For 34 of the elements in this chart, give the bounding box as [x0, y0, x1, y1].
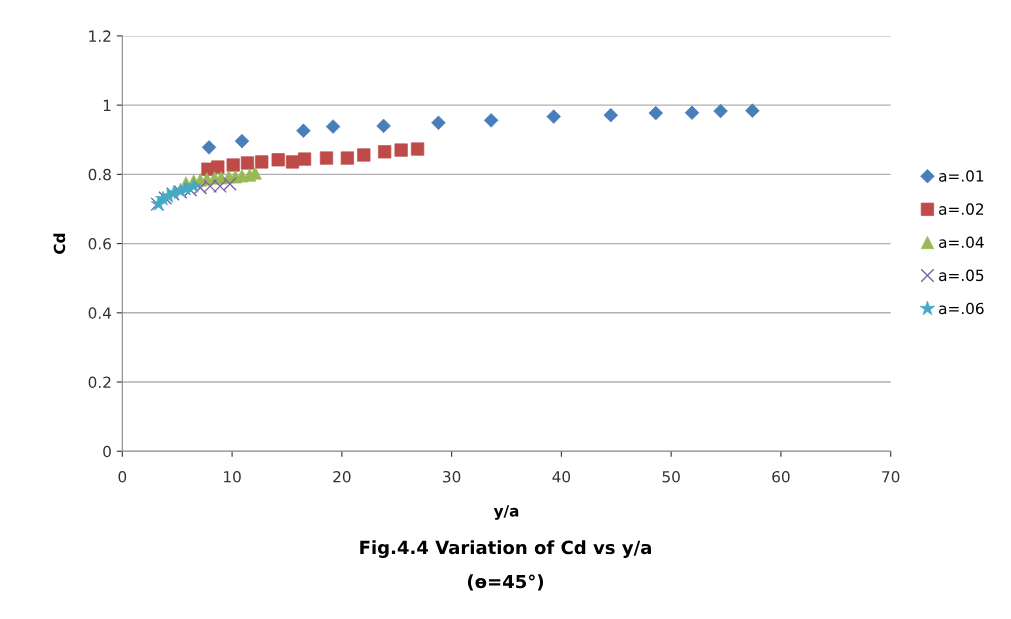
x-tick-label: 70: [882, 470, 900, 483]
y-tick-label: 0: [103, 445, 111, 458]
point: [296, 123, 311, 138]
y-tick-label: 0.6: [88, 238, 111, 250]
legend-label: a=.01: [939, 170, 984, 182]
x-tick-label: 30: [443, 470, 461, 483]
point: [483, 113, 499, 128]
text: Fig.4.4 Variation of Cd vs y/a: [360, 540, 651, 558]
point: [297, 152, 312, 166]
legend-label: a=.04: [939, 236, 984, 249]
point: [376, 118, 391, 134]
point: [325, 119, 341, 134]
x-tick-label: 50: [662, 470, 680, 483]
point: [201, 140, 217, 155]
y-tick-label: 1: [103, 99, 111, 111]
y-tick-label: 0.8: [88, 168, 111, 181]
x-axis-title: y/a: [493, 505, 519, 520]
legend-label: a=.06: [939, 302, 984, 315]
legend-label: a=.05: [939, 269, 984, 282]
x-tick-label: 60: [772, 470, 790, 483]
y-tick-label: 0.4: [88, 307, 112, 319]
x-tick-label: 40: [552, 470, 571, 483]
point: [411, 142, 425, 156]
legend-label: a=.02: [939, 203, 984, 215]
point: [319, 151, 334, 165]
y-tick-label: 0.2: [88, 376, 111, 389]
x-tick-label: 0: [118, 470, 127, 483]
x-tick-label: 10: [224, 470, 241, 483]
point: [431, 115, 446, 130]
y-tick-label: 1.2: [89, 30, 111, 42]
text: (ɵ=45°): [467, 574, 544, 591]
y-axis-title: Cd: [53, 233, 66, 254]
point: [713, 103, 728, 119]
x-tick-label: 20: [333, 470, 351, 483]
